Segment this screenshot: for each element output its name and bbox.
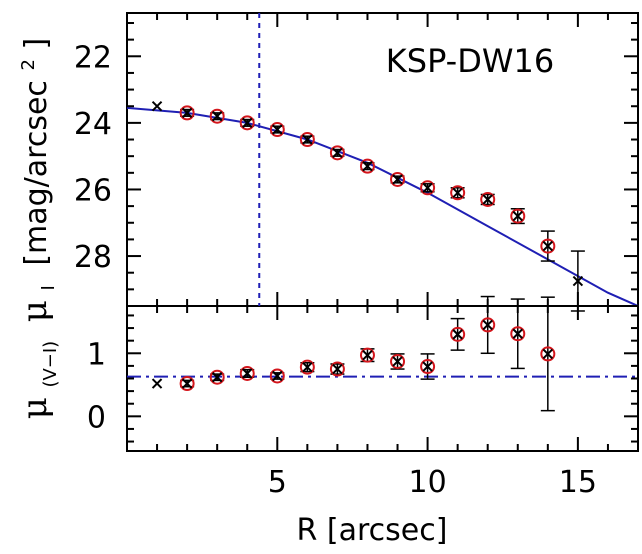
bottom-point-circle-marker (239, 365, 255, 381)
y-tick-label: 0 (87, 400, 106, 435)
top-point-circle-marker (540, 238, 556, 254)
y-tick-label: 22 (74, 40, 112, 75)
top-point-circle-marker (209, 108, 225, 124)
bottom-point-cross-marker (452, 329, 463, 340)
bottom-point-circle-marker (299, 359, 315, 375)
top-point-cross-marker (482, 194, 493, 205)
bottom-point-cross-marker (482, 319, 493, 331)
x-tick-label: 5 (268, 465, 287, 500)
top-point-cross-marker (272, 124, 283, 135)
svg-text:μ (V−I): μ (V−I) (15, 341, 61, 419)
bottom-point-cross-marker (392, 356, 403, 367)
bottom-point-cross-marker (512, 328, 523, 339)
galaxy-label: KSP-DW16 (386, 42, 554, 80)
top-point-circle-marker (269, 122, 285, 138)
ylabel-units-close: ] (19, 38, 54, 50)
bottom-point-circle-marker (420, 359, 436, 375)
top-point-circle-marker (480, 191, 496, 207)
ylabel2-symbol: μ (15, 397, 55, 419)
bottom-panel-frame (126, 305, 639, 452)
y-tick-label: 1 (87, 337, 106, 372)
bottom-panel (127, 295, 638, 412)
ylabel-symbol: μ (15, 300, 55, 322)
bottom-point-cross-marker (242, 368, 253, 379)
x-tick-label: 10 (408, 465, 446, 500)
top-point-cross-marker (181, 107, 193, 119)
top-y-axis-label: μ I [mag/arcsec 2 ] (7, 38, 62, 322)
axes: 5 10 15 22 24 26 28 0 1 (74, 13, 638, 500)
top-point-cross-marker (362, 160, 373, 172)
bottom-point-cross-marker (272, 370, 283, 382)
y-tick-label: 24 (74, 107, 112, 142)
ylabel-units: [mag/arcsec (19, 80, 54, 266)
x-axis-label: R [arcsec] (297, 513, 448, 548)
bottom-point-cross-marker (302, 361, 313, 373)
fit-curve (126, 106, 639, 307)
ylabel-subscript: I (38, 285, 59, 290)
top-point-circle-marker (239, 115, 255, 131)
top-point-cross-marker (332, 147, 343, 159)
bottom-point-cross-marker (151, 378, 163, 389)
top-point-cross-marker (151, 101, 163, 112)
ylabel-units-sup: 2 (18, 59, 39, 70)
bottom-point-circle-marker (179, 376, 195, 392)
y-tick-label: 26 (74, 173, 112, 208)
top-panel (126, 13, 639, 312)
bottom-point-circle-marker (540, 346, 556, 362)
top-point-cross-marker (242, 117, 253, 129)
top-point-cross-marker (211, 111, 223, 122)
bottom-point-cross-marker (211, 372, 223, 383)
bottom-point-circle-marker (390, 353, 406, 369)
top-point-circle-marker (299, 132, 315, 148)
top-point-circle-marker (359, 158, 375, 174)
bottom-point-circle-marker (510, 326, 526, 342)
bottom-point-cross-marker (181, 378, 193, 389)
bottom-point-circle-marker (329, 361, 345, 377)
top-panel-frame (126, 12, 639, 307)
top-point-cross-marker (392, 174, 403, 185)
top-point-circle-marker (329, 145, 345, 161)
top-point-circle-marker (179, 105, 195, 121)
bottom-point-cross-marker (542, 348, 554, 360)
bottom-point-cross-marker (332, 363, 343, 375)
top-point-cross-marker (572, 275, 584, 287)
x-tick-label: 15 (559, 465, 597, 500)
svg-text:μ I [mag/arcsec: μ I [mag/arcsec 2 ] (7, 38, 62, 322)
top-point-circle-marker (510, 208, 526, 224)
bottom-y-axis-label: μ (V−I) (15, 341, 61, 419)
bottom-point-circle-marker (209, 369, 225, 385)
bottom-point-circle-marker (480, 317, 496, 333)
top-point-cross-marker (542, 240, 554, 252)
y-tick-label: 28 (74, 240, 112, 275)
bottom-point-cross-marker (422, 361, 433, 372)
bottom-point-circle-marker (359, 347, 375, 363)
top-point-cross-marker (512, 210, 523, 222)
bottom-point-circle-marker (269, 368, 285, 384)
top-point-circle-marker (390, 171, 406, 187)
top-point-circle-marker (450, 185, 466, 201)
top-point-cross-marker (302, 134, 313, 145)
top-point-cross-marker (422, 182, 433, 194)
top-point-circle-marker (420, 180, 436, 196)
ylabel2-subscript: (V−I) (40, 341, 61, 388)
bottom-point-cross-marker (362, 349, 373, 361)
bottom-point-circle-marker (450, 326, 466, 342)
top-point-cross-marker (452, 187, 463, 199)
